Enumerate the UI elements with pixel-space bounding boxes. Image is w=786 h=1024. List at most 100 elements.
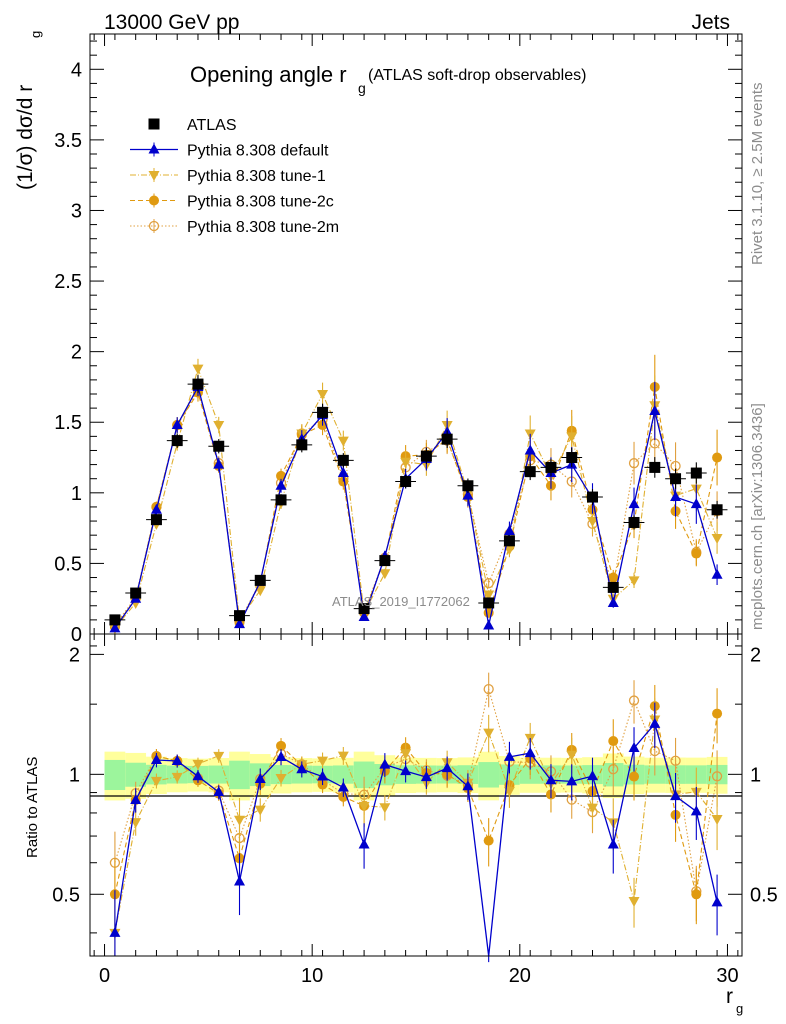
ratio-series-line	[114, 688, 718, 892]
data-point	[566, 452, 578, 464]
data-point	[317, 770, 329, 781]
data-point	[234, 815, 246, 826]
data-point	[462, 480, 474, 492]
data-point	[337, 751, 349, 762]
data-point	[148, 171, 160, 181]
data-point	[317, 406, 329, 418]
ratio-band-stat	[353, 761, 375, 789]
data-point	[213, 458, 225, 469]
data-point	[545, 774, 557, 785]
data-point	[649, 717, 661, 728]
data-point	[441, 433, 453, 445]
data-point	[566, 432, 578, 443]
data-point	[462, 780, 474, 791]
title-paren: (ATLAS soft-drop observables)	[368, 67, 586, 84]
y-tick-label: 4	[71, 59, 82, 81]
main-panel: 0 0.5 1 1.5 2 2.5 3 3.5 4 ATLAS_2019_I1772062	[54, 33, 743, 646]
header-process: Jets	[691, 11, 730, 34]
data-point	[296, 439, 308, 451]
data-point	[234, 610, 246, 622]
x-tick-label: 10	[301, 965, 323, 987]
x-axis-label: r g	[726, 985, 743, 1016]
ratio-tick-label-left: 1	[69, 764, 80, 786]
ratio-frame	[89, 633, 743, 957]
data-point	[379, 569, 391, 580]
data-point	[712, 708, 723, 719]
data-point	[586, 803, 598, 814]
data-point	[337, 454, 349, 466]
data-point	[711, 504, 723, 516]
data-point	[711, 771, 723, 782]
data-point	[213, 786, 225, 797]
data-point	[607, 838, 619, 849]
data-point	[483, 683, 494, 695]
data-point	[524, 747, 536, 758]
ratio-tick-label-right: 2	[750, 644, 761, 666]
data-point	[628, 576, 640, 587]
y-tick-label: 3.5	[54, 130, 82, 152]
legend: ATLAS Pythia 8.308 default Pythia 8.308 tu…	[130, 117, 339, 236]
data-point	[150, 514, 162, 526]
data-point	[379, 803, 391, 814]
y-tick-label: 3	[71, 200, 82, 222]
data-point	[171, 419, 183, 430]
data-point	[711, 534, 723, 544]
x-axis-label-sub: g	[736, 1001, 743, 1016]
series-3	[109, 354, 723, 632]
data-point	[690, 467, 702, 479]
data-point	[150, 753, 162, 764]
data-point	[171, 754, 183, 765]
data-point	[483, 728, 495, 739]
data-point	[358, 801, 370, 812]
ratio-band-stat	[478, 762, 500, 788]
data-point	[254, 805, 266, 816]
data-point	[276, 740, 287, 751]
data-point	[109, 926, 121, 937]
data-point	[586, 491, 598, 503]
data-point	[171, 435, 183, 447]
mcplots-label: mcplots.cern.ch [arXiv:1306.3436]	[749, 403, 766, 630]
data-point	[254, 574, 266, 586]
data-point	[712, 452, 723, 463]
data-point	[275, 494, 287, 506]
data-point	[628, 458, 640, 469]
data-point	[400, 457, 412, 468]
data-point	[628, 498, 640, 509]
y-axis-label: (1/σ) dσ/d r g	[14, 31, 43, 190]
data-point	[275, 751, 287, 762]
data-point	[670, 491, 682, 502]
ratio-series-line	[114, 719, 718, 933]
legend-entry: Pythia 8.308 default	[130, 142, 329, 160]
data-point	[566, 775, 578, 786]
legend-entry: Pythia 8.308 tune-1	[130, 168, 326, 185]
data-point	[503, 535, 515, 547]
x-tick-label: 20	[509, 965, 531, 987]
data-point	[711, 896, 723, 907]
data-point	[130, 794, 142, 805]
data-point	[130, 587, 142, 599]
data-point	[148, 220, 160, 232]
data-point	[148, 143, 160, 154]
data-point	[379, 758, 391, 769]
data-point	[670, 473, 682, 485]
ratio-tick-label-left: 0.5	[52, 884, 80, 906]
x-axis-label-main: r	[726, 985, 733, 1008]
data-point	[358, 603, 370, 615]
legend-entry: ATLAS	[148, 117, 237, 134]
ratio-series-3	[109, 684, 723, 940]
y-axis-label-main: (1/σ) dσ/d r	[14, 85, 37, 190]
data-point	[213, 421, 225, 432]
data-point	[629, 771, 640, 782]
title-main: Opening angle r	[190, 62, 347, 87]
ratio-series-line	[114, 722, 718, 957]
legend-label: ATLAS	[187, 117, 237, 134]
data-point	[545, 461, 557, 473]
data-point	[690, 805, 702, 816]
series-line	[114, 388, 718, 626]
ratio-band-stat	[125, 762, 147, 787]
data-point	[109, 614, 121, 626]
data-point	[400, 765, 412, 776]
data-point	[670, 755, 681, 766]
data-point	[670, 790, 682, 801]
legend-label: Pythia 8.308 tune-1	[187, 168, 326, 185]
